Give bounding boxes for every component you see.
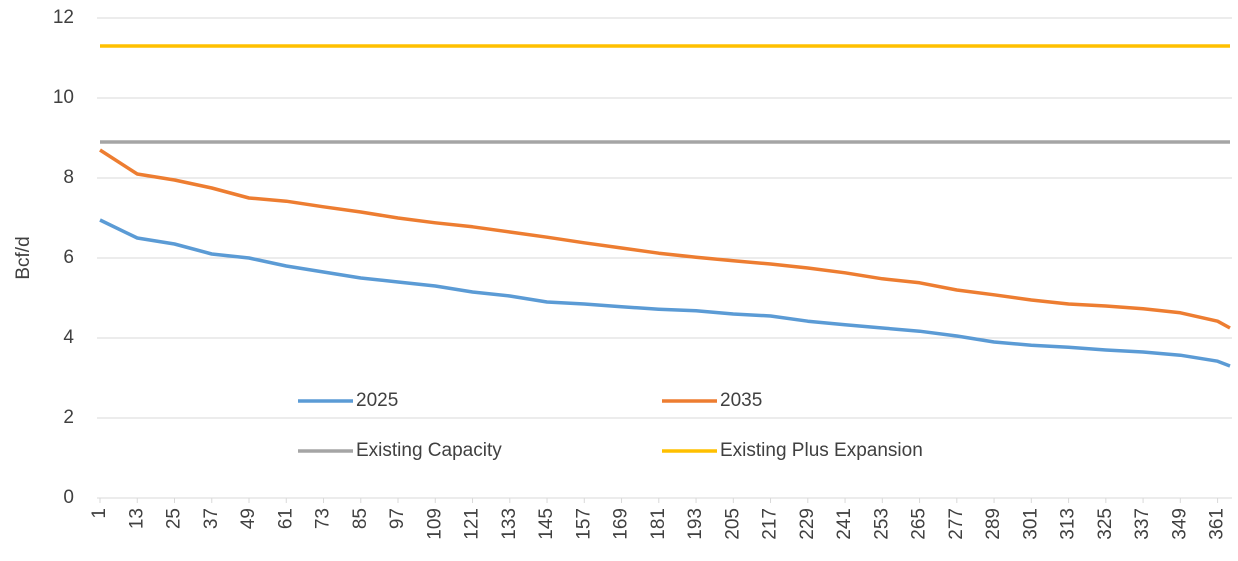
x-tick-label: 169 <box>611 508 632 540</box>
x-tick-label: 37 <box>201 508 222 529</box>
y-tick-label: 8 <box>63 167 74 188</box>
x-tick-label: 205 <box>722 508 743 540</box>
x-tick-label: 133 <box>499 508 520 540</box>
x-tick-label: 289 <box>983 508 1004 540</box>
series-line <box>99 218 1231 368</box>
x-tick-label: 229 <box>797 508 818 540</box>
y-tick-label: 4 <box>63 327 74 348</box>
x-tick-label: 13 <box>126 508 147 529</box>
x-tick-label: 253 <box>871 508 892 540</box>
x-tick-label: 217 <box>760 508 781 540</box>
series-line <box>99 148 1231 330</box>
x-tick-label: 277 <box>946 508 967 540</box>
x-tick-label: 325 <box>1095 508 1116 540</box>
x-tick-label: 145 <box>536 508 557 540</box>
y-tick-label: 2 <box>63 407 74 428</box>
x-tick-label: 349 <box>1169 508 1190 540</box>
x-tick-label: 157 <box>573 508 594 540</box>
x-tick-label: 61 <box>275 508 296 529</box>
x-tick-label: 181 <box>648 508 669 540</box>
y-axis-label: Bcf/d <box>13 236 34 279</box>
legend-label: Existing Plus Expansion <box>720 440 923 461</box>
x-tick-label: 85 <box>350 508 371 529</box>
x-tick-label: 97 <box>387 508 408 529</box>
x-tick-label: 109 <box>424 508 445 540</box>
x-tick-label: 361 <box>1207 508 1228 540</box>
legend-label: Existing Capacity <box>356 440 502 461</box>
x-tick-label: 313 <box>1058 508 1079 540</box>
legend-label: 2025 <box>356 390 398 411</box>
y-tick-label: 10 <box>53 87 74 108</box>
x-tick-label: 241 <box>834 508 855 540</box>
y-tick-label: 0 <box>63 487 74 508</box>
x-tick-label: 25 <box>164 508 185 529</box>
x-tick-label: 121 <box>462 508 483 540</box>
x-tick-label: 49 <box>238 508 259 529</box>
x-tick-label: 301 <box>1020 508 1041 540</box>
legend-label: 2035 <box>720 390 762 411</box>
x-tick-label: 337 <box>1132 508 1153 540</box>
x-tick-label: 193 <box>685 508 706 540</box>
x-tick-label: 1 <box>89 508 110 519</box>
x-tick-label: 73 <box>313 508 334 529</box>
y-tick-label: 6 <box>63 247 74 268</box>
x-tick-label: 265 <box>909 508 930 540</box>
y-tick-label: 12 <box>53 7 74 28</box>
